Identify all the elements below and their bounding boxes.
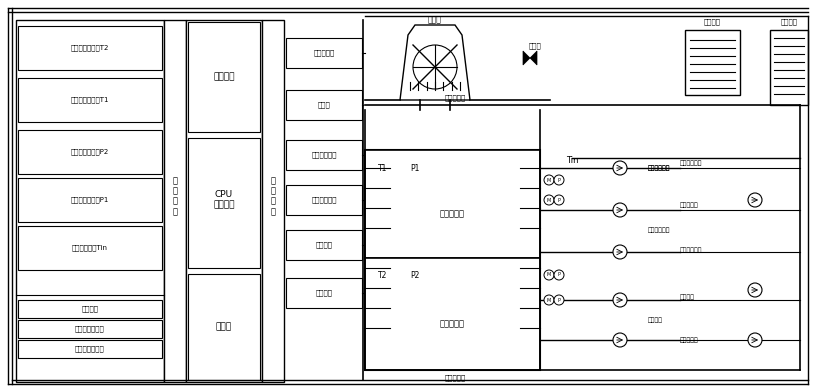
Text: 信
号
输
入: 信 号 输 入 [172, 176, 178, 216]
Bar [770, 30, 808, 105]
Text: 变频冷却水泵: 变频冷却水泵 [311, 152, 337, 158]
Circle shape [613, 333, 627, 347]
Bar [16, 20, 164, 382]
Circle shape [544, 175, 554, 185]
Text: 变频冷却水泵: 变频冷却水泵 [648, 165, 671, 171]
Text: 冷冻水管道: 冷冻水管道 [445, 375, 466, 381]
Text: 冷水机组二: 冷水机组二 [440, 319, 465, 328]
Circle shape [554, 195, 564, 205]
Bar [365, 258, 540, 370]
Bar [286, 90, 362, 120]
Bar [365, 150, 540, 258]
Polygon shape [523, 51, 530, 65]
Bar [685, 30, 740, 95]
Text: 蝶形阀: 蝶形阀 [529, 43, 541, 49]
Text: M: M [547, 198, 551, 203]
Text: CPU
运算处理: CPU 运算处理 [213, 190, 235, 210]
Circle shape [544, 295, 554, 305]
Bar [286, 185, 362, 215]
Text: 机组一排气温度T1: 机组一排气温度T1 [71, 97, 109, 103]
Circle shape [554, 175, 564, 185]
Circle shape [748, 333, 762, 347]
Circle shape [613, 293, 627, 307]
Bar [188, 274, 260, 380]
Text: M: M [547, 178, 551, 183]
Text: 冷却塔: 冷却塔 [428, 16, 442, 25]
Bar [188, 138, 260, 268]
Polygon shape [400, 25, 470, 100]
Text: 膨胀水箱: 膨胀水箱 [704, 19, 721, 25]
Text: 机组二运行信号: 机组二运行信号 [75, 346, 105, 352]
Text: 控
制
输
出: 控 制 输 出 [270, 176, 276, 216]
Text: 机组二排气压力P2: 机组二排气压力P2 [71, 149, 109, 155]
Bar [188, 22, 260, 132]
Text: P2: P2 [410, 272, 419, 281]
Circle shape [554, 295, 564, 305]
Text: 冷冻水泵: 冷冻水泵 [316, 242, 332, 248]
Text: P: P [557, 198, 561, 203]
Bar [18, 340, 162, 358]
Text: T2: T2 [379, 272, 388, 281]
Bar [18, 130, 162, 174]
Text: 机组一运行信号: 机组一运行信号 [75, 326, 105, 332]
Bar [18, 178, 162, 222]
Text: P: P [557, 272, 561, 278]
Text: 冷冻水泵: 冷冻水泵 [680, 294, 695, 300]
Circle shape [748, 193, 762, 207]
Text: 湿球温度: 湿球温度 [82, 306, 99, 312]
Text: P: P [557, 178, 561, 183]
Text: P1: P1 [410, 163, 419, 172]
Text: 冷冻水泵: 冷冻水泵 [316, 290, 332, 296]
Text: M: M [547, 298, 551, 303]
Text: 人机界面: 人机界面 [213, 73, 235, 82]
Text: T1: T1 [379, 163, 388, 172]
Bar [286, 140, 362, 170]
Bar [18, 320, 162, 338]
Text: 冷冻水管道: 冷冻水管道 [680, 337, 698, 343]
Text: 机组二排气温度T2: 机组二排气温度T2 [71, 45, 109, 51]
Text: 冷水机组一: 冷水机组一 [440, 209, 465, 218]
Text: 空调风柜: 空调风柜 [780, 19, 797, 25]
Text: 冷冻水泵: 冷冻水泵 [648, 317, 663, 323]
Text: 冷却塔风扇: 冷却塔风扇 [313, 50, 335, 56]
Text: 机组一排气压力P1: 机组一排气压力P1 [71, 197, 109, 203]
Bar [286, 230, 362, 260]
Circle shape [748, 283, 762, 297]
Text: 冷却进水温度Tin: 冷却进水温度Tin [72, 245, 108, 251]
Text: 排污阀: 排污阀 [317, 102, 330, 108]
Bar [286, 38, 362, 68]
Text: 工频冷却水泵: 工频冷却水泵 [680, 247, 703, 253]
Text: 变频冷却水泵: 变频冷却水泵 [648, 165, 671, 171]
Bar [18, 300, 162, 318]
Text: 变频器: 变频器 [216, 323, 232, 332]
Bar [18, 78, 162, 122]
Circle shape [613, 245, 627, 259]
Text: 冷却水管道: 冷却水管道 [445, 95, 466, 101]
Text: 变频冷却水泵: 变频冷却水泵 [680, 160, 703, 166]
Text: Tin: Tin [565, 156, 579, 165]
Polygon shape [530, 51, 537, 65]
Bar [186, 20, 262, 382]
Text: 冷却水管道: 冷却水管道 [680, 202, 698, 208]
Bar [18, 226, 162, 270]
Bar [286, 278, 362, 308]
Circle shape [613, 203, 627, 217]
Circle shape [544, 270, 554, 280]
Circle shape [544, 195, 554, 205]
Text: P: P [557, 298, 561, 303]
Bar [365, 150, 540, 370]
Text: M: M [547, 272, 551, 278]
Bar [262, 20, 284, 382]
Text: 工频冷却水泵: 工频冷却水泵 [311, 197, 337, 203]
Circle shape [613, 161, 627, 175]
Bar [164, 20, 186, 382]
Circle shape [554, 270, 564, 280]
Bar [18, 26, 162, 70]
Text: 工频冷却水泵: 工频冷却水泵 [648, 227, 671, 233]
